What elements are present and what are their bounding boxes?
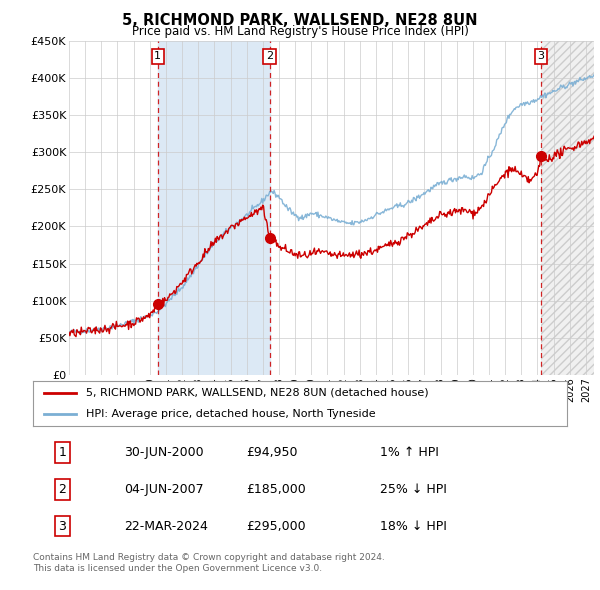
Text: 1% ↑ HPI: 1% ↑ HPI [380,446,439,459]
Bar [541,41,594,375]
Text: 2: 2 [58,483,67,496]
Text: Price paid vs. HM Land Registry's House Price Index (HPI): Price paid vs. HM Land Registry's House … [131,25,469,38]
Bar [158,41,269,375]
Text: £185,000: £185,000 [247,483,307,496]
Text: 3: 3 [538,51,545,61]
Text: 1: 1 [154,51,161,61]
Text: 2: 2 [266,51,273,61]
Text: 3: 3 [58,520,67,533]
Text: £94,950: £94,950 [247,446,298,459]
Text: HPI: Average price, detached house, North Tyneside: HPI: Average price, detached house, Nort… [86,409,376,419]
Text: 04-JUN-2007: 04-JUN-2007 [124,483,203,496]
Text: 18% ↓ HPI: 18% ↓ HPI [380,520,447,533]
Text: 25% ↓ HPI: 25% ↓ HPI [380,483,447,496]
Text: 30-JUN-2000: 30-JUN-2000 [124,446,203,459]
Text: 22-MAR-2024: 22-MAR-2024 [124,520,208,533]
Text: 5, RICHMOND PARK, WALLSEND, NE28 8UN: 5, RICHMOND PARK, WALLSEND, NE28 8UN [122,13,478,28]
Text: Contains HM Land Registry data © Crown copyright and database right 2024.
This d: Contains HM Land Registry data © Crown c… [33,553,385,573]
Text: 1: 1 [58,446,67,459]
Text: £295,000: £295,000 [247,520,306,533]
Text: 5, RICHMOND PARK, WALLSEND, NE28 8UN (detached house): 5, RICHMOND PARK, WALLSEND, NE28 8UN (de… [86,388,429,398]
